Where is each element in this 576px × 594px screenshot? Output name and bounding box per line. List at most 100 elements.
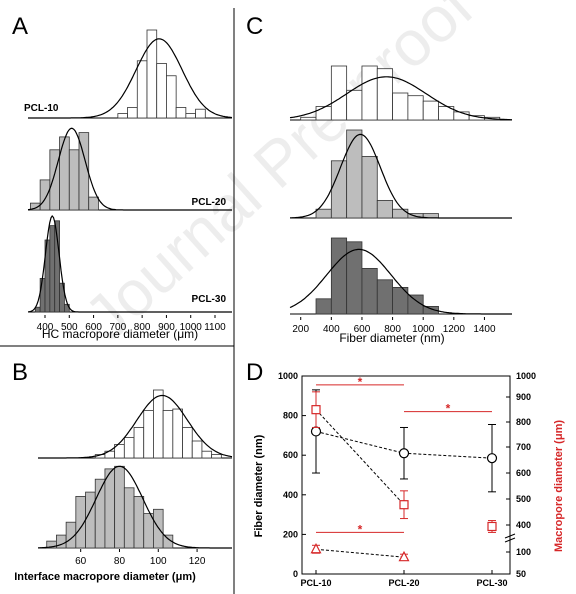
significance-star: * xyxy=(358,522,363,536)
data-point-square xyxy=(311,405,321,415)
plot-frame xyxy=(301,375,511,575)
hist-bar xyxy=(59,136,70,211)
x-tick-label: 120 xyxy=(189,556,206,567)
x-tick-label: 80 xyxy=(114,556,126,567)
x-tick-label: 800 xyxy=(384,324,401,335)
hist-bar xyxy=(315,298,332,315)
data-point-circle xyxy=(310,426,322,437)
y-tick-label: 200 xyxy=(283,529,298,539)
hist-bar xyxy=(49,225,56,313)
x-tick-label: PCL-20 xyxy=(388,578,419,588)
hist-bar xyxy=(315,208,332,219)
hist-bar xyxy=(376,279,393,315)
hist-bar xyxy=(104,468,116,549)
x-tick-label: 400 xyxy=(323,324,340,335)
hist-bar xyxy=(422,305,439,315)
hist-bar xyxy=(153,389,164,459)
x-tick-label: 100 xyxy=(150,556,167,567)
hist-bar xyxy=(175,107,187,119)
fit-curve xyxy=(289,76,512,121)
x-tick-label: 600 xyxy=(85,322,102,333)
data-point-square xyxy=(399,500,409,510)
hist-bar xyxy=(300,116,317,121)
hist-bar xyxy=(68,149,80,211)
hist-bar xyxy=(143,409,154,459)
hist-bar xyxy=(88,196,99,211)
hist-bar xyxy=(172,408,183,459)
y2-tick-label: 800 xyxy=(516,417,531,427)
hist-bar xyxy=(39,179,51,211)
hist-bar xyxy=(361,267,378,315)
fit-curve xyxy=(27,127,232,211)
y-tick-label: 800 xyxy=(283,411,298,421)
hist-bar xyxy=(392,208,409,219)
x-tick-label: 200 xyxy=(292,324,309,335)
axis-label-c-x: Fiber diameter (nm) xyxy=(339,331,444,345)
fit-curve xyxy=(289,248,512,315)
x-tick-label: 1200 xyxy=(443,324,466,335)
y-tick-label: 0 xyxy=(293,569,298,579)
chart-c-histograms: 200 400 600 800 1000 1200 1400 xyxy=(289,65,512,335)
hist-bar xyxy=(195,108,206,119)
axis-label-d-y-left: Fiber diameter (nm) xyxy=(253,434,265,537)
hist-bar xyxy=(59,282,65,313)
significance-star: * xyxy=(358,375,363,389)
axis-label-a-x: HC macropore diameter (μm) xyxy=(42,327,198,341)
hist-bar xyxy=(39,277,46,313)
hist-bar xyxy=(162,409,174,459)
hist-bar xyxy=(85,491,96,549)
y2-tick-label: 1000 xyxy=(516,371,536,381)
x-tick-label: 60 xyxy=(75,556,87,567)
series-label: PCL-10 xyxy=(24,103,59,114)
significance-star: * xyxy=(446,402,451,416)
axis-label-b-x: Interface macropore diameter (μm) xyxy=(14,571,196,583)
panel-letter-a: A xyxy=(12,13,28,40)
data-point-triangle xyxy=(310,542,322,554)
hist-bar xyxy=(156,63,167,119)
hist-bar xyxy=(330,65,348,121)
fit-curve xyxy=(290,133,512,219)
hist-bar xyxy=(330,160,348,219)
hist-bar xyxy=(49,149,60,211)
y-tick-label: 400 xyxy=(283,490,298,500)
x-tick-label: 400 xyxy=(37,322,54,333)
x-tick-label: 1100 xyxy=(204,322,226,333)
hist-bar xyxy=(127,107,138,119)
hist-bar xyxy=(78,132,90,211)
hist-bar xyxy=(143,513,154,549)
x-tick-label: 800 xyxy=(134,322,151,333)
x-tick-label: 1000 xyxy=(412,324,435,335)
fit-curve xyxy=(28,38,233,119)
hist-bar xyxy=(54,220,60,313)
y-tick-label: 1000 xyxy=(278,371,298,381)
hist-bar xyxy=(315,106,332,121)
hist-bar xyxy=(407,294,424,315)
series-line xyxy=(315,409,405,506)
panel-letter-d: D xyxy=(246,359,263,386)
data-point-circle xyxy=(398,448,410,459)
hist-bar xyxy=(346,129,363,219)
hist-bar xyxy=(392,92,409,121)
y2-tick-label: 400 xyxy=(516,520,531,530)
hist-bar xyxy=(211,454,222,459)
y2-tick-label: 900 xyxy=(516,392,531,402)
panel-letter-b: B xyxy=(12,359,28,386)
chart-b-histograms: 60 80 100 120 xyxy=(38,389,233,567)
series-line xyxy=(315,548,405,558)
series-label: PCL-30 xyxy=(192,294,227,305)
y-tick-label: 600 xyxy=(283,450,298,460)
hist-bar xyxy=(133,426,145,459)
x-tick-label: 500 xyxy=(61,322,78,333)
hist-bar xyxy=(182,426,193,459)
hist-bar xyxy=(117,113,128,119)
fit-curve xyxy=(27,215,232,313)
chart-d-line: 0 200 400 600 800 1000 50 100 400 500 600 700 800 900… xyxy=(278,371,536,588)
hist-bar xyxy=(133,495,145,549)
x-tick-label: 700 xyxy=(110,322,127,333)
data-point-triangle xyxy=(398,550,410,562)
y2-tick-label: 600 xyxy=(516,468,531,478)
chart-a-histograms: PCL-10 PCL-20 PCL-30 400 500 600 700 800 900 1000… xyxy=(24,29,233,333)
hist-bar xyxy=(376,199,393,219)
axis-break-mark xyxy=(504,533,516,543)
